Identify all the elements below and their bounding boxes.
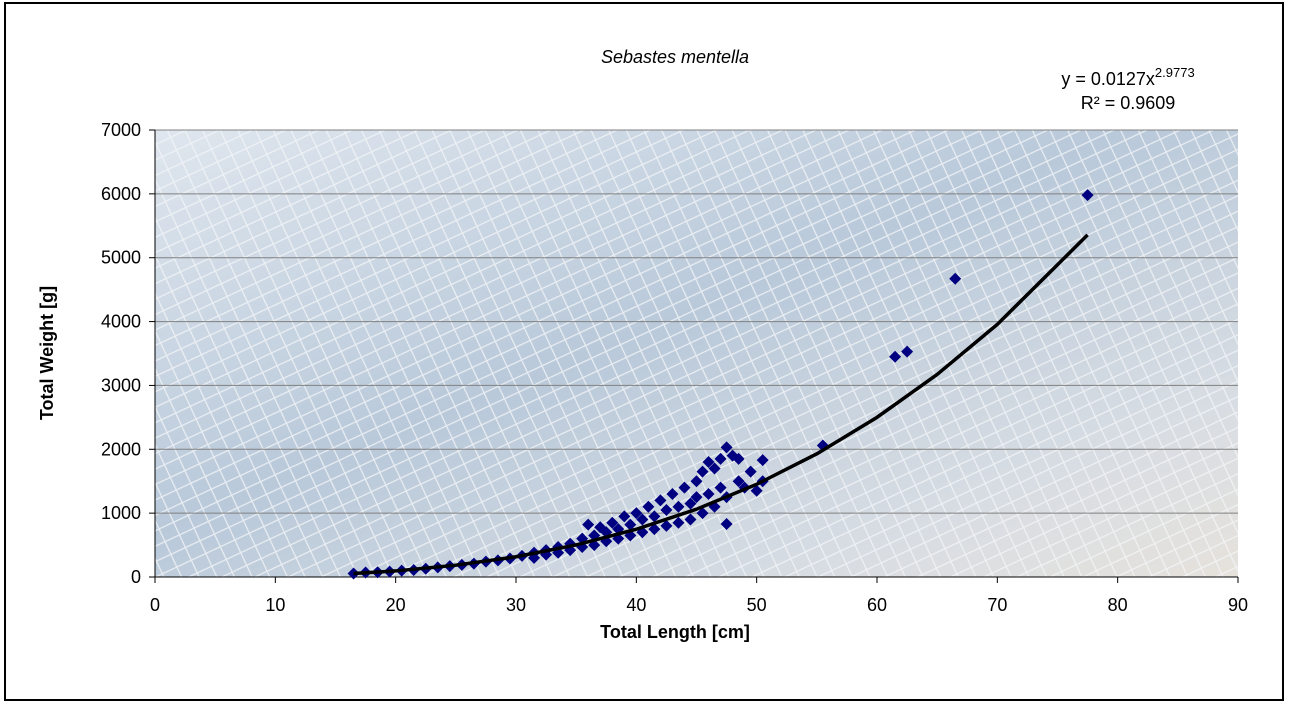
- y-tick-label: 4000: [101, 312, 141, 332]
- x-axis-label: Total Length [cm]: [600, 622, 750, 642]
- y-tick-label: 1000: [101, 503, 141, 523]
- point: [630, 507, 643, 520]
- point: [702, 456, 715, 469]
- point: [648, 523, 661, 536]
- y-axis-label: Total Weight [g]: [37, 286, 57, 420]
- point: [889, 350, 902, 363]
- point: [714, 452, 727, 465]
- point: [750, 484, 763, 497]
- point: [702, 487, 715, 500]
- trend-equation: y = 0.0127x2.9773: [1061, 65, 1194, 89]
- r-squared: R² = 0.9609: [1081, 93, 1176, 113]
- x-tick-label: 10: [265, 595, 285, 615]
- x-tick-label: 50: [747, 595, 767, 615]
- x-tick-label: 70: [987, 595, 1007, 615]
- point: [690, 491, 703, 504]
- point: [636, 513, 649, 526]
- point: [642, 500, 655, 513]
- y-tick-label: 6000: [101, 184, 141, 204]
- point: [666, 487, 679, 500]
- y-tick-label: 3000: [101, 375, 141, 395]
- equation-base: y = 0.0127x: [1061, 69, 1155, 89]
- x-tick-label: 40: [626, 595, 646, 615]
- point: [654, 494, 667, 507]
- x-tick-label: 20: [386, 595, 406, 615]
- point: [732, 475, 745, 488]
- point: [660, 503, 673, 516]
- point: [949, 272, 962, 285]
- point: [696, 465, 709, 478]
- point: [756, 454, 769, 467]
- point: [672, 500, 685, 513]
- point: [690, 475, 703, 488]
- y-tick-label: 0: [131, 567, 141, 587]
- point: [648, 510, 661, 523]
- x-tick-label: 60: [867, 595, 887, 615]
- point: [696, 507, 709, 520]
- point: [901, 345, 914, 358]
- point: [618, 510, 631, 523]
- equation-exponent: 2.9773: [1155, 65, 1195, 80]
- point: [624, 518, 637, 531]
- point: [720, 441, 733, 454]
- point: [720, 517, 733, 530]
- x-tick-label: 90: [1228, 595, 1248, 615]
- x-tick-label: 80: [1108, 595, 1128, 615]
- point: [582, 518, 595, 531]
- point: [708, 462, 721, 475]
- point: [684, 497, 697, 510]
- chart-title: Sebastes mentella: [601, 47, 749, 67]
- trendline: [353, 233, 1089, 576]
- x-tick-label: 30: [506, 595, 526, 615]
- y-tick-label: 2000: [101, 439, 141, 459]
- point: [744, 465, 757, 478]
- point: [672, 516, 685, 529]
- point: [660, 519, 673, 532]
- point: [1081, 189, 1094, 202]
- y-tick-label: 5000: [101, 248, 141, 268]
- point: [714, 481, 727, 494]
- y-tick-label: 7000: [101, 120, 141, 140]
- point: [684, 513, 697, 526]
- point: [732, 452, 745, 465]
- point: [678, 481, 691, 494]
- x-tick-label: 0: [150, 595, 160, 615]
- point: [606, 516, 619, 529]
